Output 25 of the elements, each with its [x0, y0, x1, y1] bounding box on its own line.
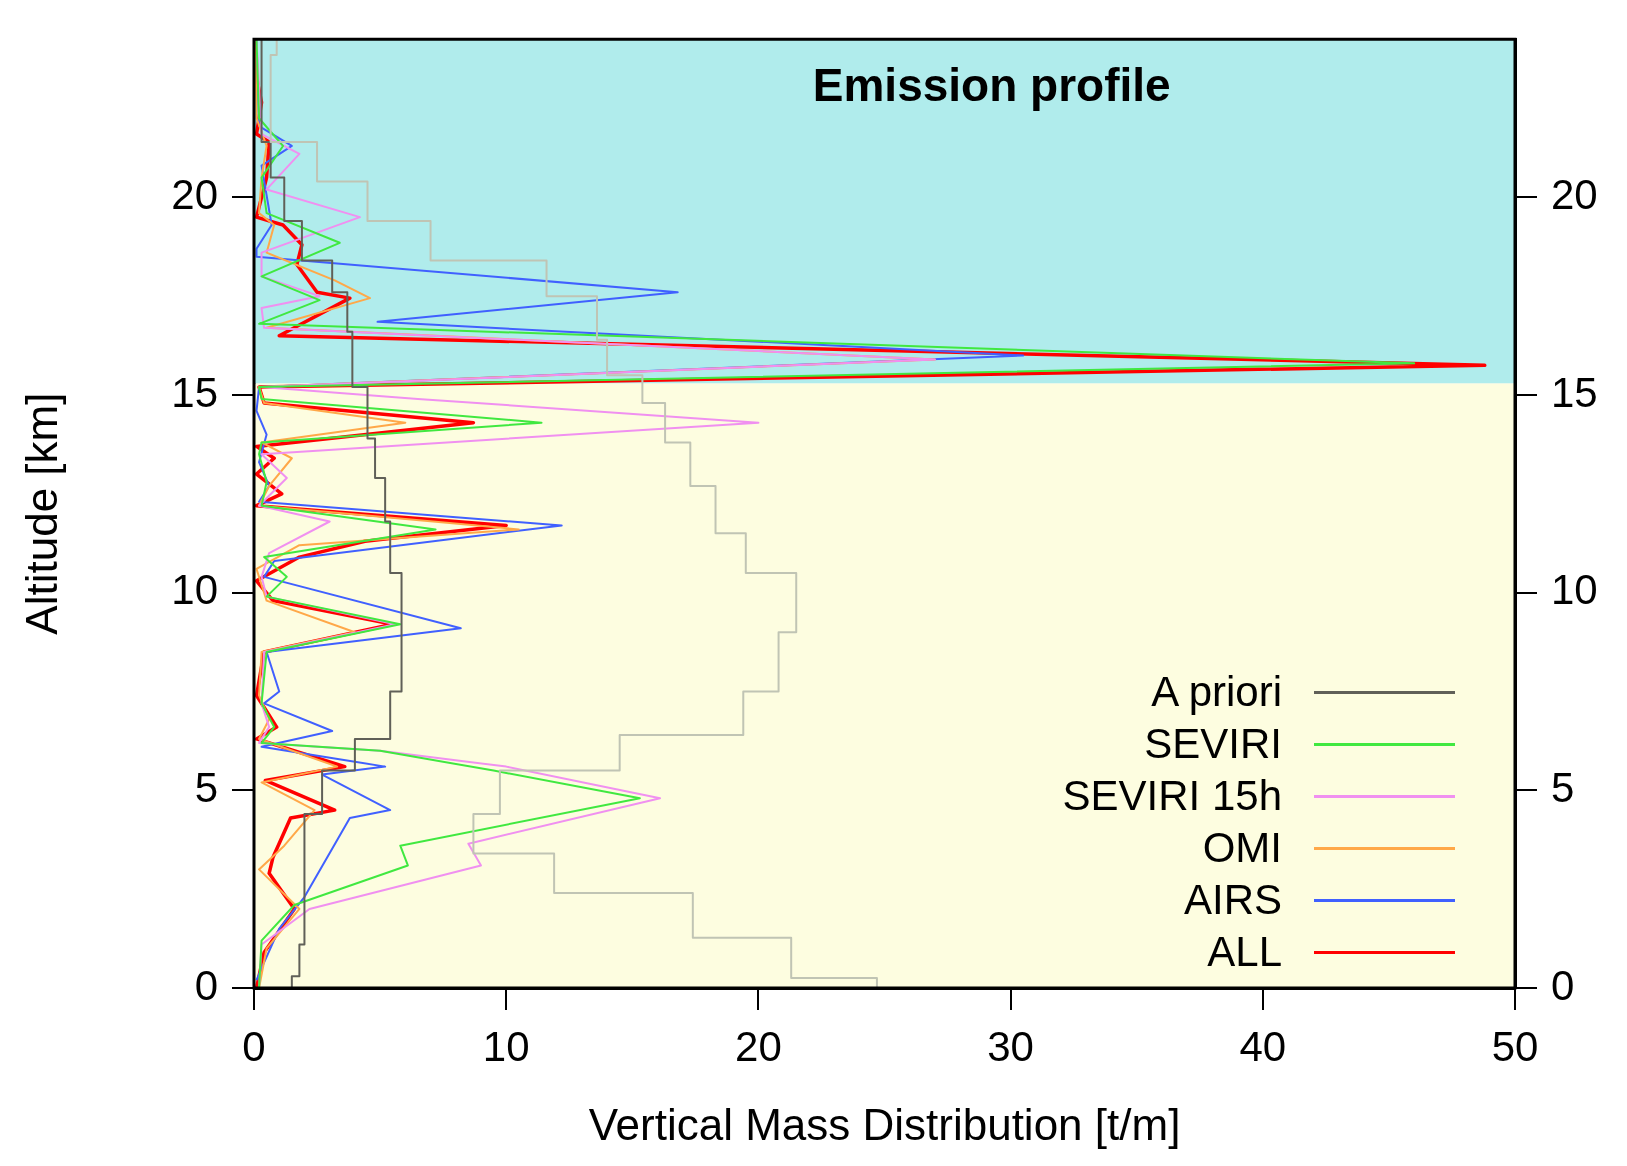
x-tick-label: 20	[735, 1022, 782, 1070]
legend-label: A priori	[1151, 668, 1282, 716]
x-tick-label: 30	[987, 1022, 1034, 1070]
y2-tick-label: 5	[1551, 763, 1575, 811]
legend-label: AIRS	[1183, 876, 1282, 924]
x-tick-label: 50	[1491, 1022, 1539, 1070]
legend-label: OMI	[1202, 824, 1282, 872]
legend-label: SEVIRI 15h	[1062, 772, 1282, 820]
y2-tick-label: 0	[1551, 961, 1575, 1009]
y-tick-label: 20	[171, 170, 218, 218]
text: Emission profile	[812, 58, 1171, 111]
x-axis-title: Vertical Mass Distribution [t/m]	[588, 1099, 1181, 1149]
y-tick-label: 15	[171, 368, 218, 416]
y2-tick-label: 15	[1551, 368, 1598, 416]
x-tick-label: 40	[1239, 1022, 1287, 1070]
y2-tick-label: 20	[1551, 170, 1598, 218]
legend-label: SEVIRI	[1144, 720, 1282, 768]
y-tick-label: 0	[194, 961, 218, 1009]
x-tick-label: 10	[482, 1022, 530, 1070]
legend-label: ALL	[1207, 928, 1282, 976]
x-tick-label: 0	[242, 1022, 266, 1070]
y-axis-title: Altitude [km]	[16, 392, 66, 635]
y-tick-label: 5	[194, 763, 218, 811]
y2-tick-label: 10	[1551, 566, 1598, 614]
y-tick-label: 10	[171, 566, 218, 614]
